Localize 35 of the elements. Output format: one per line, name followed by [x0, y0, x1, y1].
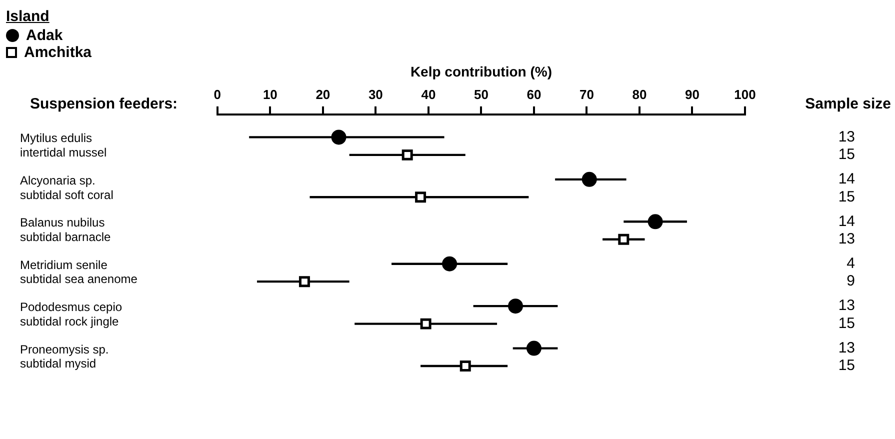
legend-title: Island	[6, 8, 50, 25]
text: 9	[846, 272, 855, 290]
text: 13	[838, 339, 855, 356]
y-tick-label: Alcyonaria sp. subtidal soft coral	[20, 173, 114, 202]
y-tick-label: Balanus nubilus subtidal barnacle	[20, 216, 112, 244]
y-tick-label: Mytilus edulis intertidal mussel	[20, 131, 107, 160]
text: 4	[846, 254, 855, 272]
x-tick-label: 60	[526, 87, 542, 102]
x-tick-label: 70	[579, 87, 594, 102]
legend-label: Adak	[26, 27, 63, 44]
x-axis-title: Kelp contribution (%)	[410, 63, 552, 80]
x-tick-label: 40	[421, 87, 436, 102]
text: 13	[838, 128, 855, 146]
x-tick-label: 90	[685, 87, 700, 102]
y-tick-label: Proneomysis sp. subtidal mysid	[20, 342, 109, 371]
text: Suspension feeders:	[30, 96, 178, 113]
x-tick-label: 80	[632, 87, 647, 102]
text: 15	[838, 188, 855, 206]
x-tick-label: 10	[262, 87, 278, 102]
legend-label: Amchitka	[24, 44, 92, 61]
text: 15	[838, 357, 855, 374]
x-tick-label: 30	[368, 87, 383, 102]
x-tick-label: 20	[316, 87, 330, 102]
text: Sample size	[805, 96, 891, 113]
text: 14	[838, 212, 855, 230]
x-tick-label: 0	[214, 87, 222, 102]
x-tick-label: 100	[734, 87, 756, 102]
x-tick-label: 50	[474, 87, 488, 102]
y-tick-label: Metridium senile subtidal sea anenome	[20, 258, 138, 286]
y-tick-label: Pododesmus cepio subtidal rock jingle	[20, 300, 122, 328]
text: 13	[838, 297, 855, 314]
text: 15	[838, 146, 855, 164]
text: 13	[838, 230, 855, 248]
text: 14	[838, 170, 855, 188]
text: 15	[838, 314, 855, 332]
